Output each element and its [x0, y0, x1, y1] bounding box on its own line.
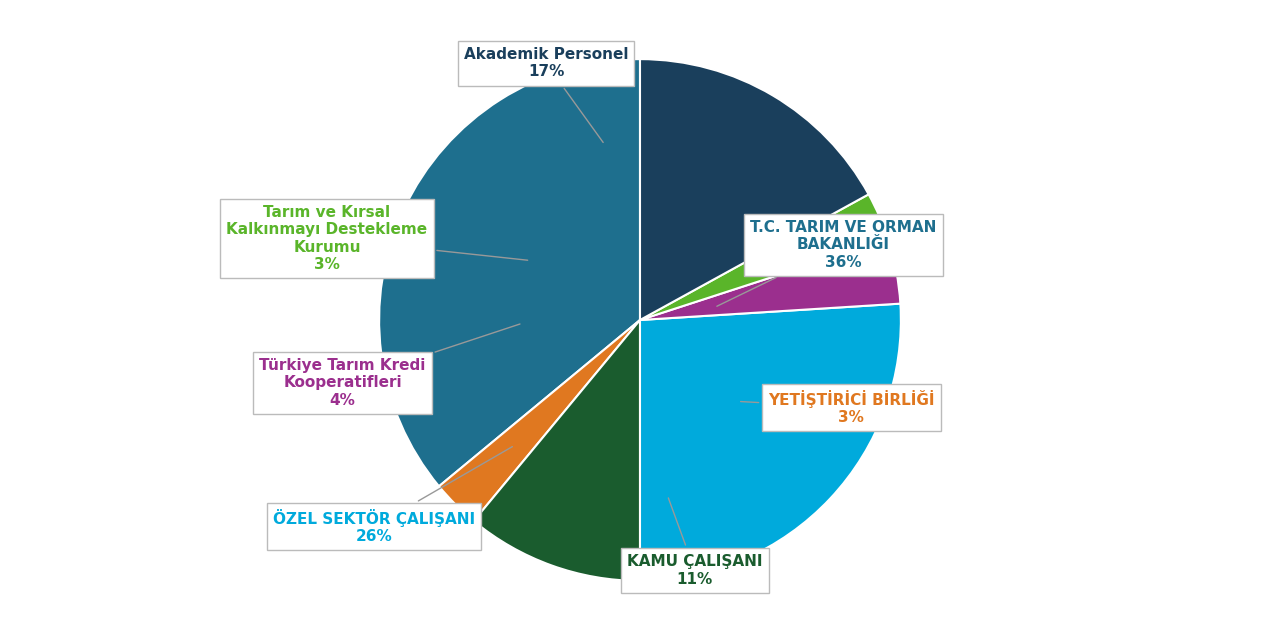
Text: Akademik Personel
17%: Akademik Personel 17% [463, 47, 628, 143]
Wedge shape [640, 239, 900, 320]
Wedge shape [640, 195, 888, 320]
Wedge shape [379, 59, 640, 486]
Wedge shape [640, 303, 901, 581]
Text: T.C. TARIM VE ORMAN
BAKANLIĞI
36%: T.C. TARIM VE ORMAN BAKANLIĞI 36% [717, 220, 937, 307]
Wedge shape [474, 320, 640, 581]
Wedge shape [439, 320, 640, 521]
Text: Türkiye Tarım Kredi
Kooperatifleri
4%: Türkiye Tarım Kredi Kooperatifleri 4% [260, 324, 520, 408]
Text: YETİŞTİRİCİ BİRLİĞİ
3%: YETİŞTİRİCİ BİRLİĞİ 3% [741, 390, 934, 426]
Text: ÖZEL SEKTÖR ÇALIŞANI
26%: ÖZEL SEKTÖR ÇALIŞANI 26% [273, 447, 512, 544]
Text: KAMU ÇALIŞANI
11%: KAMU ÇALIŞANI 11% [627, 498, 763, 587]
Text: Tarım ve Kırsal
Kalkınmayı Destekleme
Kurumu
3%: Tarım ve Kırsal Kalkınmayı Destekleme Ku… [227, 205, 527, 272]
Wedge shape [640, 59, 869, 320]
